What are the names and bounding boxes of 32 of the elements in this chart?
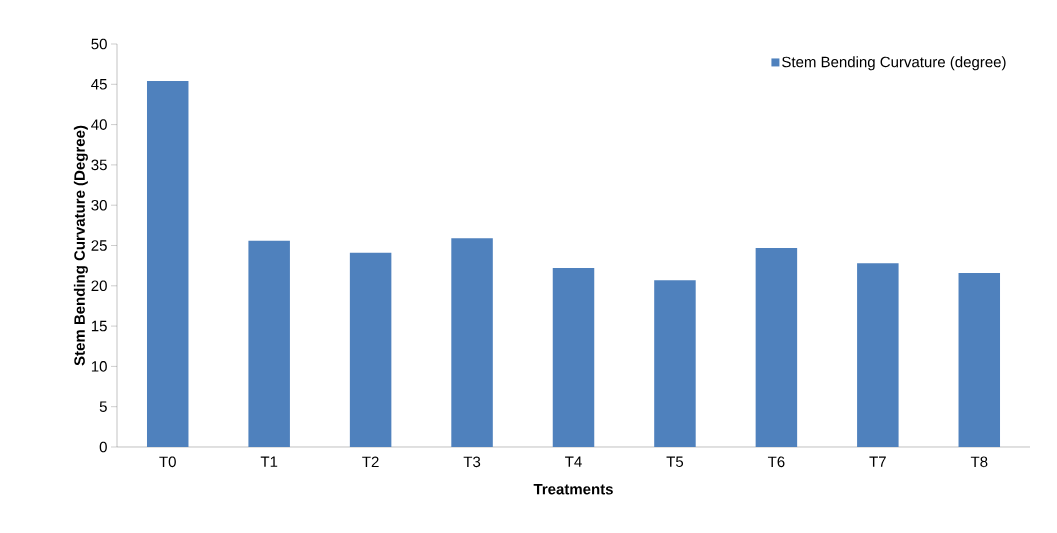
bar: [349, 252, 392, 447]
x-tick-label: T3: [463, 456, 481, 468]
y-axis-title: Stem Bending Curvature (Degree): [73, 125, 88, 366]
y-tick-label: 15: [91, 320, 107, 332]
bar: [248, 240, 290, 447]
y-tick-label: 40: [91, 119, 107, 130]
bar: [857, 263, 899, 447]
x-tick-label: T5: [666, 456, 684, 467]
y-tick-label: 35: [91, 159, 107, 171]
bar: [146, 81, 189, 447]
x-tick-label: T7: [869, 456, 886, 467]
y-tick-label: 50: [91, 38, 107, 50]
y-tick-label: 20: [91, 280, 107, 292]
x-tick-label: T1: [260, 456, 278, 467]
bar: [654, 280, 696, 447]
x-tick-label: T8: [970, 456, 988, 468]
bar: [958, 272, 1001, 447]
y-tick-label: 45: [91, 79, 107, 90]
bar: [552, 268, 595, 447]
y-tick-label: 30: [91, 199, 107, 211]
x-tick-label: T4: [565, 456, 582, 467]
y-tick-label: 10: [91, 361, 107, 372]
y-tick-label: 25: [91, 240, 107, 251]
x-tick-label: T0: [159, 456, 176, 468]
bar: [755, 247, 798, 447]
legend-label: Stem Bending Curvature (degree): [782, 56, 1006, 71]
x-axis-title: Treatments: [533, 484, 613, 495]
bar: [451, 238, 493, 447]
x-tick-label: T6: [767, 456, 785, 468]
y-tick-label: 5: [99, 401, 107, 412]
x-tick-label: T2: [362, 456, 379, 468]
y-tick-label: 0: [99, 441, 107, 453]
